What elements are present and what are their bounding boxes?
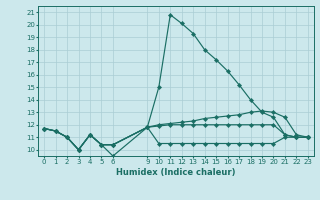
X-axis label: Humidex (Indice chaleur): Humidex (Indice chaleur) — [116, 168, 236, 177]
